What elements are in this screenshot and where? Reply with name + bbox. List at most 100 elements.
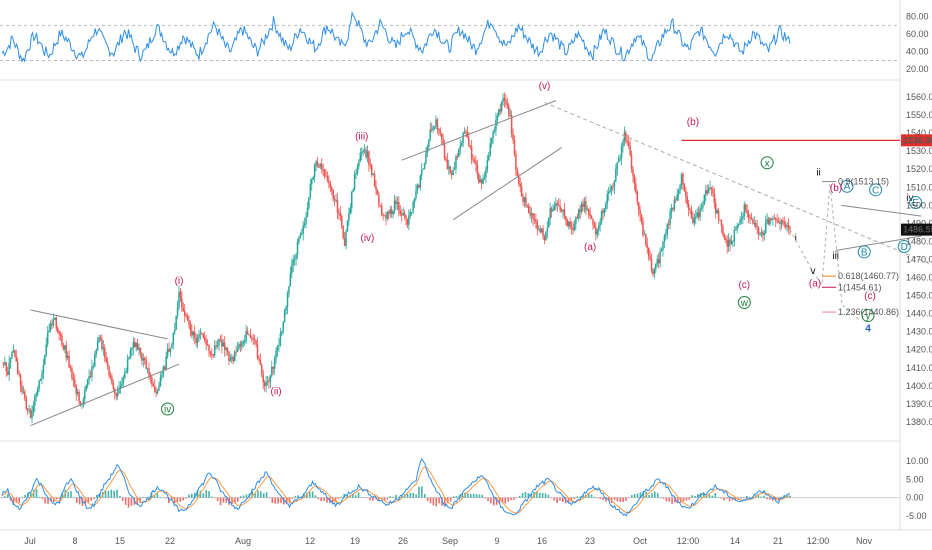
macd-histogram-bar [639,492,642,498]
candle-body [675,199,677,201]
macd-histogram-bar [29,492,32,498]
candle-body [315,161,317,165]
macd-histogram-bar [556,497,558,504]
candle-body [643,234,646,236]
candle-body [413,197,416,203]
macd-histogram-bar [553,497,555,501]
triangle-lower-trendline [30,363,180,427]
macd-histogram-bar [291,497,294,499]
rsi-tick-label: 40.00 [906,47,929,57]
candle-body [637,202,640,211]
candle-body [599,222,601,226]
candle-body [623,132,626,142]
candle-body [51,323,53,326]
candle-body [505,100,507,104]
macd-histogram-bar [400,494,403,498]
candle-body [255,340,257,345]
macd-histogram-bar [314,495,317,498]
price-tick-label: 1510.00 [906,182,932,192]
candle-body [165,356,167,370]
wave-label: (ii) [271,386,282,397]
candle-body [396,202,399,205]
candle-body [483,176,486,179]
candle-body [303,223,306,226]
candle-body [749,216,751,219]
macd-histogram-bar [769,497,771,500]
candle-body [45,344,48,355]
macd-histogram-bar [1,497,3,499]
macd-histogram-bar [334,497,337,503]
candle-body [686,196,688,204]
time-tick-label: 8 [72,536,77,546]
candle-body [98,337,100,342]
candle-body [31,411,33,419]
macd-histogram-bar [544,493,547,498]
macd-histogram-bar [139,497,141,503]
candle-body [656,259,658,265]
candle-body [286,293,289,308]
candle-body [163,367,166,370]
macd-histogram-bar [41,497,44,500]
wave-circle [897,240,911,254]
candle-body [563,209,566,216]
candle-body [193,331,196,338]
candle-body [499,109,501,112]
candle-body [657,259,660,264]
candle-body [125,371,127,373]
candle-body [687,203,690,210]
candle-body [416,184,419,191]
candle-body [627,142,630,146]
macd-histogram-bar [389,496,392,498]
candle-body [666,224,668,235]
candle-body [62,345,65,350]
future-wave-label: y [866,311,871,322]
candle-body [703,194,706,205]
candle-body [535,219,537,223]
macd-histogram-bar [625,497,627,501]
candle-body [519,183,521,187]
candle-body [662,242,664,250]
macd-histogram-bar [449,497,452,502]
candle-body [263,382,266,387]
candle-body [577,209,580,219]
candle-body [455,156,457,169]
candle-body [12,350,15,353]
candle-body [333,198,336,201]
future-wave-label: v [811,266,816,277]
macd-histogram-bar [418,486,420,498]
candle-body [432,127,434,130]
candle-body [500,101,503,112]
macd-histogram-bar [354,495,357,498]
macd-histogram-bar [58,497,61,500]
macd-histogram-bar [656,493,659,498]
macd-histogram-bar [84,497,87,504]
candle-body [479,179,481,183]
candle-body [645,234,647,245]
candle-body [58,331,60,334]
time-tick-label: 9 [494,536,499,546]
candle-body [5,362,8,372]
macd-tick-label: 0.00 [906,493,924,503]
candle-body [767,219,770,225]
macd-histogram-bar [274,497,277,504]
candle-body [786,225,788,227]
candle-body [579,209,581,212]
candle-body [463,131,466,133]
level-price-badge [901,134,932,147]
macd-histogram-bar [52,497,55,503]
candle-body [243,340,246,343]
candle-body [378,194,380,206]
candle-body [82,399,85,404]
candle-body [189,324,192,331]
candle-body [349,208,352,214]
macd-histogram-bar [700,493,702,498]
macd-histogram-bar [590,494,593,498]
candle-body [369,164,372,166]
macd-histogram-bar [24,494,26,498]
candle-body [134,341,136,348]
macd-histogram-bar [168,497,170,503]
candle-body [176,307,179,316]
candle-body [253,338,256,341]
price-tick-label: 1530.00 [906,146,932,156]
candle-body [442,138,444,146]
